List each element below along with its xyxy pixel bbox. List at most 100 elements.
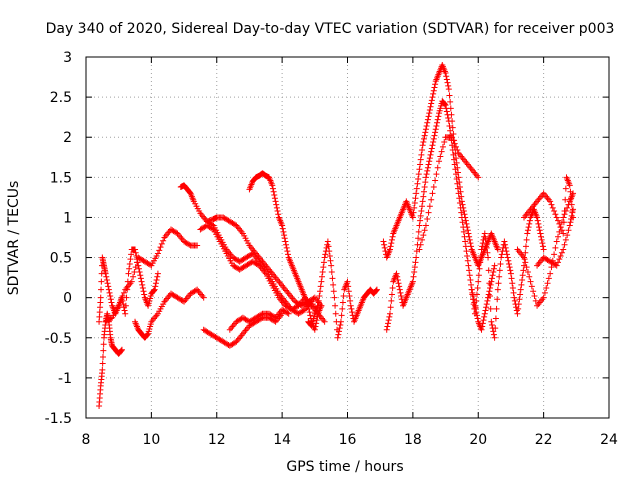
data-point	[384, 323, 391, 330]
data-point	[279, 222, 286, 229]
data-point	[332, 310, 339, 317]
data-point	[133, 259, 140, 266]
data-point	[456, 200, 463, 207]
data-point	[568, 201, 575, 208]
data-point	[447, 98, 454, 105]
data-point	[549, 204, 556, 211]
data-point	[434, 116, 441, 123]
data-point	[443, 108, 450, 115]
data-point	[415, 171, 422, 178]
data-point	[126, 260, 133, 267]
data-point	[413, 190, 420, 197]
data-point	[339, 299, 346, 306]
data-point	[442, 102, 449, 109]
data-point	[413, 185, 420, 192]
data-point	[423, 171, 430, 178]
data-point	[98, 286, 105, 293]
data-point	[498, 254, 505, 261]
data-point	[409, 278, 416, 285]
data-point	[505, 260, 512, 267]
data-point	[419, 147, 426, 154]
data-point	[557, 252, 564, 259]
data-point	[416, 222, 423, 229]
data-point	[426, 158, 433, 165]
data-point	[531, 293, 538, 300]
data-point	[132, 264, 139, 271]
data-point	[552, 211, 559, 218]
data-point	[457, 204, 464, 211]
data-point	[430, 135, 437, 142]
data-point	[509, 285, 516, 292]
data-point	[153, 277, 160, 284]
data-point	[508, 275, 515, 282]
data-point	[140, 288, 147, 295]
x-axis-label: GPS time / hours	[286, 459, 403, 475]
data-point	[543, 285, 550, 292]
data-point	[530, 288, 537, 295]
data-point	[463, 248, 470, 255]
data-point	[154, 273, 161, 280]
data-point	[131, 268, 138, 275]
data-point	[478, 326, 485, 333]
data-point	[492, 325, 499, 332]
series-arc-i	[226, 306, 292, 333]
x-tick-label: 14	[273, 432, 291, 448]
data-point	[319, 273, 326, 280]
data-point	[510, 289, 517, 296]
data-point	[504, 254, 511, 261]
series-arc-o	[468, 206, 547, 341]
data-point	[126, 265, 133, 272]
data-point	[311, 326, 318, 333]
data-point	[433, 122, 440, 129]
data-point	[154, 270, 161, 277]
data-point	[482, 235, 489, 242]
data-point	[458, 214, 465, 221]
data-point	[468, 281, 475, 288]
data-point	[519, 277, 526, 284]
data-point	[345, 288, 352, 295]
data-point	[422, 179, 429, 186]
data-point	[99, 366, 106, 373]
data-point	[547, 198, 554, 205]
data-point	[349, 309, 356, 316]
data-point	[107, 293, 114, 300]
data-point	[410, 209, 417, 216]
data-point	[522, 243, 529, 250]
data-point	[128, 278, 135, 285]
data-point	[488, 321, 495, 328]
data-point	[122, 302, 129, 309]
data-point	[157, 244, 164, 251]
data-point	[120, 289, 127, 296]
data-point	[425, 209, 432, 216]
data-point	[451, 140, 458, 147]
data-point	[432, 126, 439, 133]
x-tick-label: 22	[535, 432, 553, 448]
data-point	[419, 198, 426, 205]
data-point	[393, 270, 400, 277]
data-point	[98, 278, 105, 285]
data-point	[456, 195, 463, 202]
data-point	[540, 294, 547, 301]
data-point	[446, 92, 453, 99]
data-point	[347, 302, 354, 309]
data-point	[100, 347, 107, 354]
data-point	[547, 270, 554, 277]
data-point	[544, 280, 551, 287]
data-point	[141, 291, 148, 298]
data-point	[522, 259, 529, 266]
data-point	[524, 230, 531, 237]
series-arc-h	[200, 310, 286, 349]
data-point	[258, 311, 265, 318]
data-point	[565, 227, 572, 234]
data-point	[130, 273, 137, 280]
data-point	[473, 297, 480, 304]
data-point	[421, 132, 428, 139]
data-point	[419, 236, 426, 243]
data-point	[464, 227, 471, 234]
data-point	[389, 233, 396, 240]
data-point	[334, 334, 341, 341]
x-tick-label: 16	[339, 432, 357, 448]
data-point	[548, 201, 555, 208]
data-point	[439, 143, 446, 150]
data-point	[560, 246, 567, 253]
